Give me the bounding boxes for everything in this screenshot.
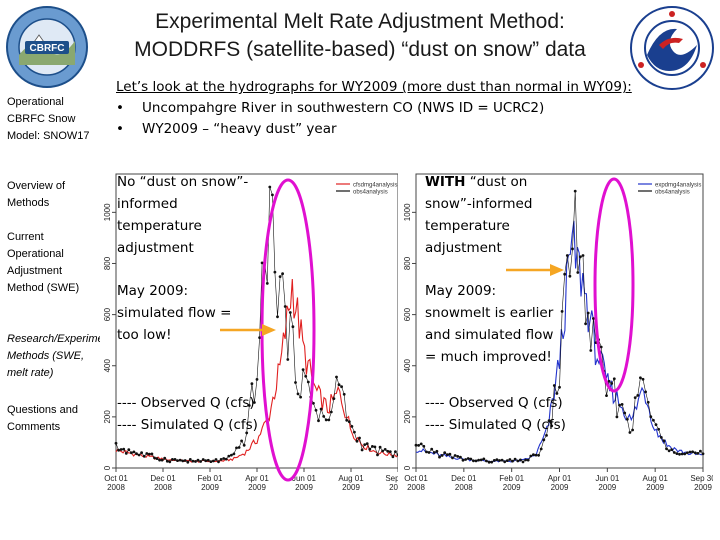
y-tick-label: 800 (103, 256, 112, 270)
left-arrow (220, 324, 276, 336)
x-tick-label: Dec 01 (451, 474, 477, 483)
right-result-line-2: snowmelt is earlier (425, 305, 554, 321)
y-tick-label: 1000 (103, 203, 112, 221)
legend-label: obs4analysis (353, 190, 388, 196)
x-tick-label: Oct 01 (104, 474, 128, 483)
left-desc-line-2: informed (117, 196, 178, 212)
right-desc-line-4: adjustment (425, 240, 502, 256)
right-legend-simulated: ---- Simulated Q (cfs) (425, 417, 566, 433)
left-desc-line-1: No “dust on snow”- (117, 174, 249, 190)
x-tick-year: 2009 (646, 483, 664, 492)
y-tick-label: 200 (403, 410, 412, 424)
x-tick-year: 2008 (455, 483, 473, 492)
y-tick-label: 0 (403, 465, 412, 470)
x-tick-year: 2008 (107, 483, 125, 492)
left-desc-line-3: temperature (117, 218, 202, 234)
series-line-observed (115, 186, 399, 463)
right-result: May 2009: snowmelt is earlier and simula… (425, 280, 575, 368)
left-result-line-2: simulated flow = (117, 305, 232, 321)
x-tick-label: Apr 01 (245, 474, 269, 483)
x-tick-year: 2008 (407, 483, 425, 492)
y-tick-label: 600 (103, 307, 112, 321)
x-tick-year: 2009 (694, 483, 712, 492)
intro-text: Let’s look at the hydrographs for WY2009… (116, 77, 716, 137)
right-arrow (506, 264, 564, 276)
y-tick-label: 400 (403, 359, 412, 373)
legend-label: expdmg4analysis (655, 183, 701, 189)
left-desc-line-4: adjustment (117, 240, 194, 256)
right-desc-line-1: WITH “dust on (425, 174, 528, 190)
right-legend-note: ---- Observed Q (cfs) ---- Simulated Q (… (425, 392, 595, 436)
intro-heading: Let’s look at the hydrographs for WY2009… (116, 79, 632, 95)
svg-text:CBRFC: CBRFC (30, 43, 65, 54)
x-tick-year: 2009 (342, 483, 360, 492)
x-tick-label: Oct 01 (404, 474, 428, 483)
right-result-line-3: and simulated flow (425, 327, 554, 343)
highlight-ellipse (593, 177, 635, 393)
x-tick-label: Aug 01 (338, 474, 364, 483)
x-tick-year: 2009 (389, 483, 405, 492)
legend-label: obs4analysis (655, 190, 690, 196)
legend-label: cfsdmg4analysis (353, 183, 397, 189)
x-tick-label: Feb 01 (499, 474, 524, 483)
x-tick-label: Apr 01 (548, 474, 572, 483)
y-tick-label: 0 (103, 465, 112, 470)
intro-bullet-1: • Uncompahgre River in southwestern CO (N… (116, 100, 545, 116)
x-tick-label: Aug 01 (642, 474, 668, 483)
nws-logo (630, 6, 714, 90)
right-description: WITH “dust on snow”-informed temperature… (425, 171, 595, 259)
right-desc-line-3: temperature (425, 218, 510, 234)
x-tick-label: Dec 01 (150, 474, 176, 483)
y-tick-label: 800 (403, 256, 412, 270)
left-legend-simulated: ---- Simulated Q (cfs) (117, 417, 258, 433)
sidebar-item-snow17[interactable]: Operational CBRFC Snow Model: SNOW17 (7, 96, 90, 142)
x-tick-label: Sep 30 (690, 474, 713, 483)
x-tick-year: 2009 (295, 483, 313, 492)
x-tick-year: 2009 (248, 483, 266, 492)
left-result-line-1: May 2009: (117, 283, 189, 299)
sidebar-item-research-methods[interactable]: Research/Experimental Methods (SWE, melt… (7, 333, 122, 379)
slide-title: Experimental Melt Rate Adjustment Method… (95, 8, 625, 64)
y-tick-label: 400 (103, 359, 112, 373)
x-tick-year: 2009 (201, 483, 219, 492)
left-result: May 2009: simulated flow = too low! (117, 280, 277, 346)
right-result-line-4: = much improved! (425, 349, 552, 365)
x-tick-label: Jun 01 (292, 474, 317, 483)
sidebar-item-overview[interactable]: Overview of Methods (7, 180, 66, 209)
x-tick-label: Feb 01 (198, 474, 223, 483)
x-tick-label: Jun 01 (595, 474, 620, 483)
x-tick-year: 2009 (503, 483, 521, 492)
left-result-line-3: too low! (117, 327, 172, 343)
x-tick-year: 2009 (598, 483, 616, 492)
x-tick-year: 2009 (551, 483, 569, 492)
series-line-observed (415, 191, 704, 463)
sidebar-item-current-method[interactable]: Current Operational Adjustment Method (S… (7, 231, 80, 294)
right-legend-observed: ---- Observed Q (cfs) (425, 395, 563, 411)
right-result-line-1: May 2009: (425, 283, 497, 299)
title-line-1: Experimental Melt Rate Adjustment Method… (155, 10, 565, 33)
y-tick-label: 200 (103, 410, 112, 424)
y-tick-label: 1000 (403, 203, 412, 221)
sidebar-item-questions[interactable]: Questions and Comments (7, 404, 78, 433)
x-tick-label: Sep 30 (385, 474, 405, 483)
left-legend-observed: ---- Observed Q (cfs) (117, 395, 255, 411)
sidebar-nav: Operational CBRFC Snow Model: SNOW17 Ove… (0, 90, 122, 540)
left-legend-note: ---- Observed Q (cfs) ---- Simulated Q (… (117, 392, 287, 436)
x-tick-year: 2008 (154, 483, 172, 492)
intro-bullet-2: • WY2009 – “heavy dust” year (116, 121, 337, 137)
y-tick-label: 600 (403, 307, 412, 321)
cbrfc-logo: CBRFC (6, 6, 88, 88)
left-description: No “dust on snow”- informed temperature … (117, 171, 277, 259)
title-line-2: MODDRFS (satellite-based) “dust on snow”… (134, 38, 586, 61)
right-desc-line-2: snow”-informed (425, 196, 533, 212)
